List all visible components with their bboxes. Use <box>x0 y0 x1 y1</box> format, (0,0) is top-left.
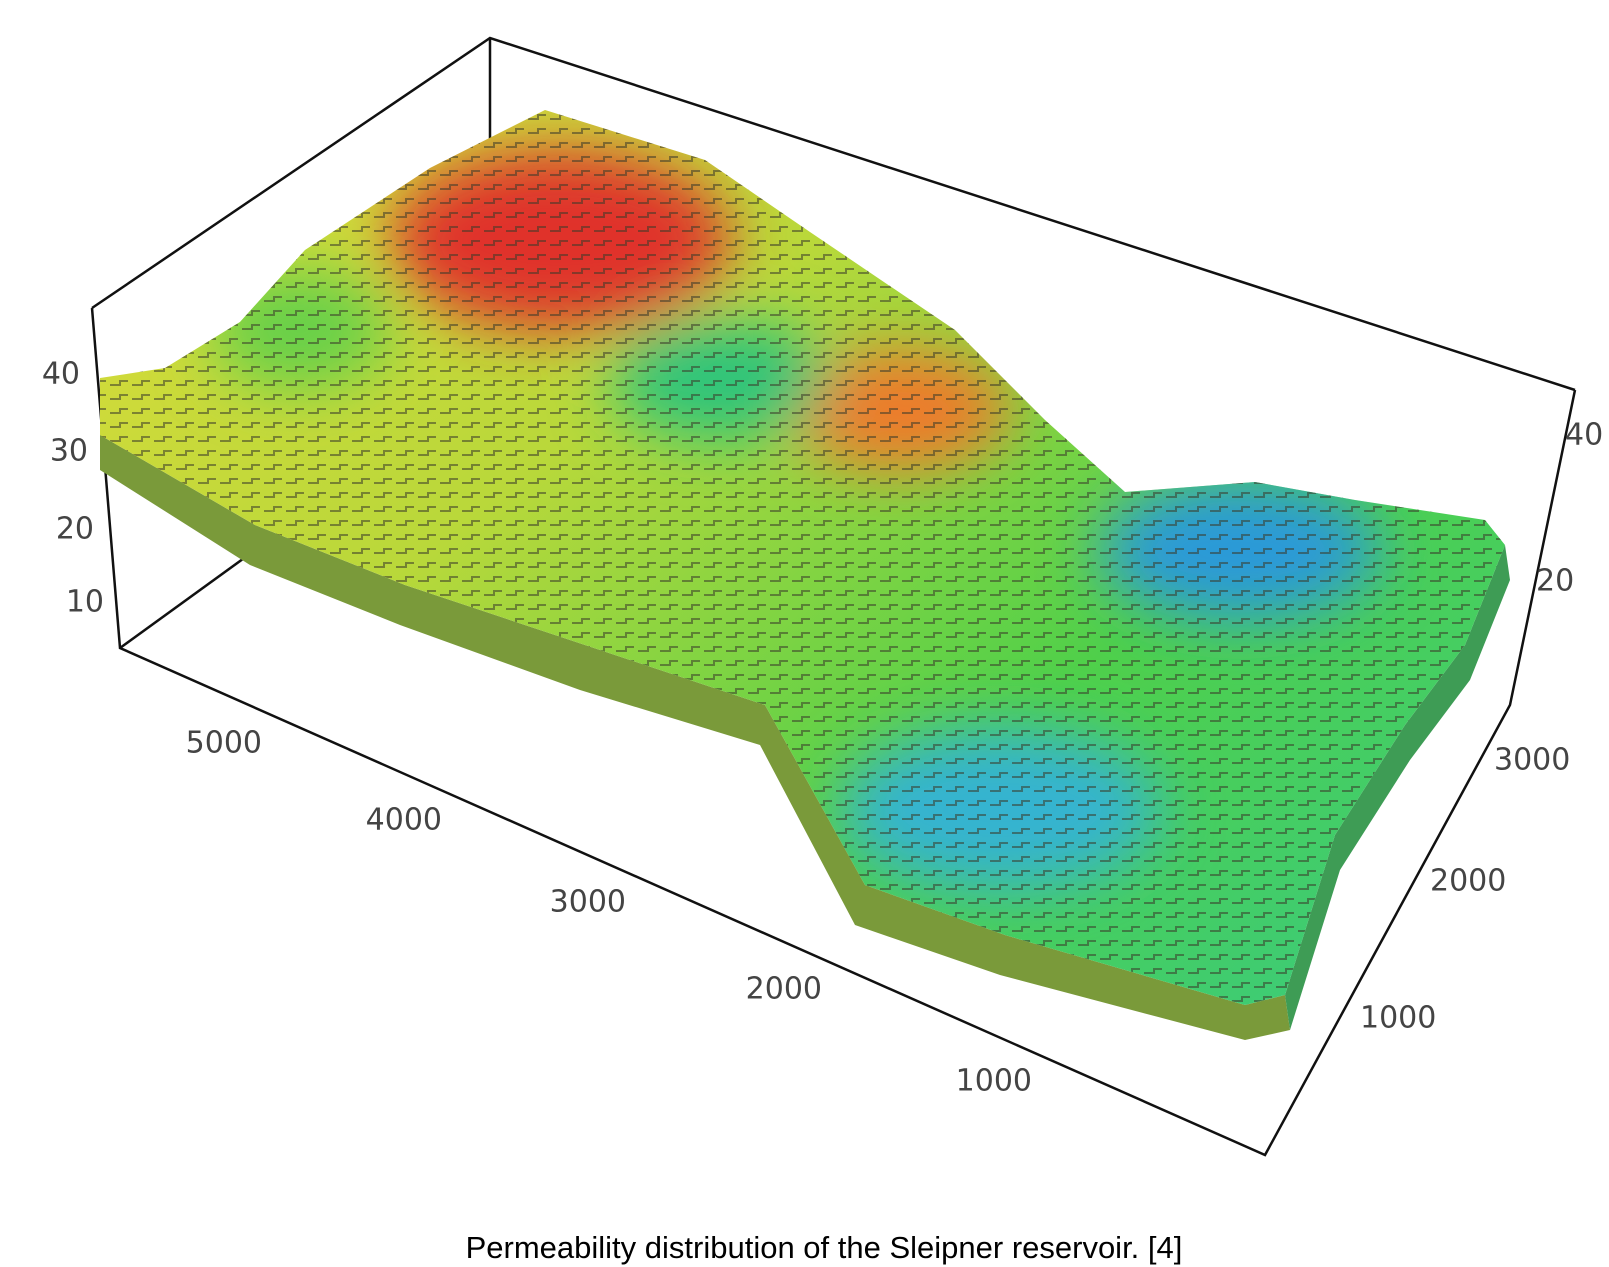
x-tick-label: 4000 <box>366 803 442 838</box>
y-tick-label: 2000 <box>1430 864 1506 899</box>
z-ticks-left-label: 10 <box>66 585 104 620</box>
x-tick-label: 1000 <box>956 1064 1032 1099</box>
caption: Permeability distribution of the Sleipne… <box>466 1230 1183 1265</box>
x-tick-label: 5000 <box>186 726 262 761</box>
x-tick-label: 3000 <box>550 885 626 920</box>
z-ticks-left-label: 40 <box>42 357 80 392</box>
x-tick-label: 2000 <box>746 972 822 1007</box>
z-ticks-left-label: 30 <box>50 434 88 469</box>
y-tick-label: 1000 <box>1360 1001 1436 1036</box>
z-ticks-left-label: 20 <box>56 512 94 547</box>
z-ticks-right-label: 20 <box>1536 564 1574 599</box>
y-tick-label: 3000 <box>1494 743 1570 778</box>
z-ticks-right-label: 40 <box>1565 418 1603 453</box>
